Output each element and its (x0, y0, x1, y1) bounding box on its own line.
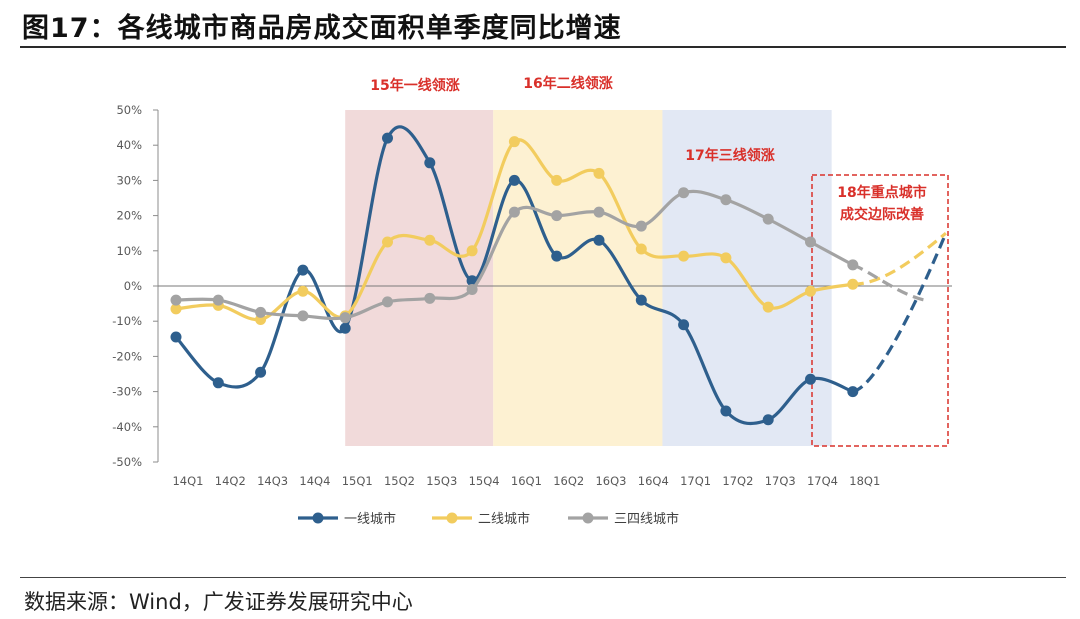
x-tick-label: 15Q1 (342, 474, 373, 488)
data-point (551, 250, 563, 262)
data-point (847, 259, 859, 271)
data-point (297, 264, 309, 276)
y-tick-label: 30% (116, 173, 142, 187)
y-tick-label: 10% (116, 244, 142, 258)
x-tick-label: 16Q4 (638, 474, 669, 488)
data-point (170, 294, 182, 306)
y-tick-label: 20% (116, 209, 142, 223)
legend-marker-2 (582, 512, 594, 524)
data-point (382, 132, 393, 144)
legend-label-0: 一线城市 (344, 511, 396, 527)
x-tick-label: 15Q3 (426, 474, 457, 488)
highlight-label-0: 18年重点城市 (837, 184, 926, 201)
highlight-label-1: 成交边际改善 (840, 206, 924, 223)
data-point (466, 284, 478, 296)
legend-marker-1 (446, 512, 458, 524)
data-point (255, 306, 267, 318)
x-tick-label: 16Q3 (595, 474, 626, 488)
data-point (593, 206, 605, 218)
legend-label-1: 二线城市 (478, 511, 530, 527)
y-tick-label: -50% (112, 455, 142, 469)
data-point (508, 206, 520, 218)
x-tick-label: 17Q2 (722, 474, 753, 488)
data-point (678, 250, 690, 262)
figure-title: 图17：各线城市商品房成交面积单季度同比增速 (22, 13, 622, 44)
data-point (593, 234, 605, 246)
x-tick-label: 14Q3 (257, 474, 288, 488)
data-point (466, 245, 478, 257)
data-point (847, 278, 859, 290)
x-tick-label: 16Q1 (511, 474, 542, 488)
shaded-region-2 (662, 110, 832, 446)
data-point (762, 213, 774, 225)
data-point (508, 174, 520, 186)
data-point (382, 296, 393, 308)
y-tick-label: -10% (112, 314, 142, 328)
data-point (720, 405, 732, 417)
source-divider (20, 577, 1066, 578)
x-tick-label: 14Q4 (299, 474, 330, 488)
region-label-2: 17年三线领涨 (685, 147, 774, 164)
data-point (720, 194, 732, 206)
data-point (762, 301, 774, 313)
y-tick-label: -20% (112, 349, 142, 363)
data-point (720, 252, 732, 264)
projection-line-0 (852, 232, 948, 394)
shaded-region-1 (493, 110, 663, 446)
data-point (635, 220, 647, 232)
data-point (508, 136, 520, 148)
data-point (339, 322, 351, 334)
data-point (170, 303, 182, 315)
data-point (212, 377, 224, 389)
y-tick-label: 50% (116, 103, 142, 117)
title-divider (20, 46, 1066, 48)
data-point (382, 236, 393, 248)
data-point (297, 310, 309, 322)
highlight-box (811, 174, 949, 447)
data-point (297, 285, 309, 297)
data-point (170, 331, 182, 343)
x-tick-label: 14Q2 (215, 474, 246, 488)
region-label-0: 15年一线领涨 (370, 77, 459, 94)
y-tick-label: 0% (124, 279, 142, 293)
projection-line-1 (852, 231, 947, 286)
y-tick-label: -30% (112, 385, 142, 399)
data-point (255, 366, 267, 378)
x-tick-label: 17Q1 (680, 474, 711, 488)
data-point (635, 243, 647, 255)
x-tick-label: 16Q2 (553, 474, 584, 488)
data-point (635, 294, 647, 306)
x-tick-label: 18Q1 (849, 474, 880, 488)
data-point (424, 157, 436, 169)
y-tick-label: 40% (116, 138, 142, 152)
x-tick-label: 17Q4 (807, 474, 838, 488)
data-point (805, 236, 816, 248)
legend-label-2: 三四线城市 (614, 511, 679, 527)
figure-source: 数据来源：Wind，广发证券发展研究中心 (24, 590, 413, 614)
data-point (678, 187, 690, 199)
data-point (805, 373, 816, 385)
x-tick-label: 17Q3 (765, 474, 796, 488)
legend-marker-0 (312, 512, 324, 524)
data-point (678, 319, 690, 331)
x-tick-label: 15Q2 (384, 474, 415, 488)
data-point (212, 294, 224, 306)
data-point (339, 312, 351, 324)
data-point (551, 174, 563, 186)
data-point (424, 292, 436, 304)
data-point (424, 234, 436, 246)
x-tick-label: 14Q1 (172, 474, 203, 488)
x-tick-label: 15Q4 (469, 474, 500, 488)
y-tick-label: -40% (112, 420, 142, 434)
data-point (551, 210, 563, 222)
data-point (847, 386, 859, 398)
data-point (593, 167, 605, 179)
data-point (805, 285, 816, 297)
region-label-1: 16年二线领涨 (523, 75, 612, 92)
data-point (762, 414, 774, 426)
